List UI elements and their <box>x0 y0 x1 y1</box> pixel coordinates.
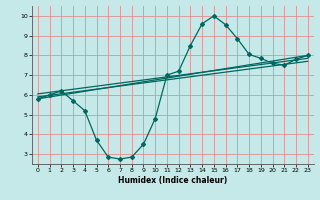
X-axis label: Humidex (Indice chaleur): Humidex (Indice chaleur) <box>118 176 228 185</box>
